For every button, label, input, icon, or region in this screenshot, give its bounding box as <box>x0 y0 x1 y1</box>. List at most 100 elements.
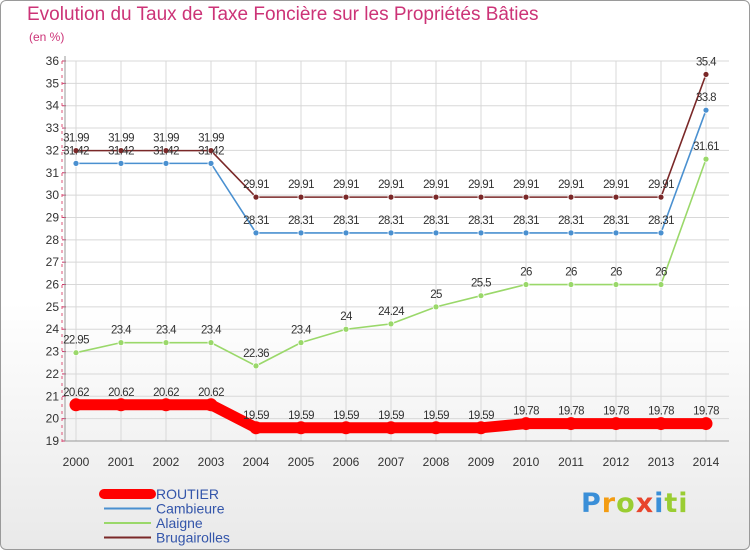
data-point <box>432 303 440 311</box>
data-point <box>207 339 215 347</box>
data-point <box>477 292 485 300</box>
data-point <box>519 417 533 431</box>
x-tick-label: 2014 <box>693 455 720 469</box>
data-label: 28.31 <box>333 215 359 227</box>
data-label: 19.78 <box>648 406 674 418</box>
data-label: 26 <box>610 267 622 279</box>
data-point <box>432 229 440 237</box>
x-tick-label: 2005 <box>288 455 315 469</box>
data-point <box>387 229 395 237</box>
data-point <box>72 147 80 155</box>
data-label: 31.99 <box>198 133 224 145</box>
data-point <box>657 281 665 288</box>
data-label: 29.91 <box>378 179 404 191</box>
y-tick-label: 19 <box>46 434 60 448</box>
logo-letter: o <box>616 488 636 519</box>
data-point <box>117 147 125 155</box>
x-tick-label: 2001 <box>108 455 135 469</box>
logo-letter: x <box>635 488 655 519</box>
data-label: 29.91 <box>648 179 674 191</box>
x-tick-label: 2004 <box>243 455 270 469</box>
data-label: 28.31 <box>423 215 449 227</box>
logo-letter: t <box>664 488 679 519</box>
data-point <box>204 398 218 412</box>
data-point <box>162 159 170 167</box>
x-tick-label: 2007 <box>378 455 405 469</box>
y-tick-label: 32 <box>46 143 60 157</box>
data-point <box>162 147 170 155</box>
proxiti-logo: Proxiti <box>581 488 689 519</box>
data-point <box>114 398 128 412</box>
data-point <box>69 398 83 412</box>
data-point <box>249 421 263 435</box>
data-point <box>657 193 665 201</box>
data-label: 29.91 <box>603 179 629 191</box>
x-tick-label: 2012 <box>603 455 630 469</box>
data-point <box>207 159 215 167</box>
data-point <box>474 421 488 435</box>
data-point <box>564 417 578 431</box>
data-point <box>702 71 710 78</box>
data-label: 19.59 <box>423 410 449 422</box>
data-label: 19.59 <box>378 410 404 422</box>
data-point <box>702 106 710 114</box>
data-label: 28.31 <box>558 215 584 227</box>
y-tick-label: 28 <box>46 233 60 247</box>
data-point <box>522 229 530 237</box>
data-label: 26 <box>520 267 532 279</box>
data-label: 29.91 <box>288 179 314 191</box>
data-label: 28.31 <box>648 215 674 227</box>
data-point <box>699 417 713 431</box>
logo-letter: P <box>581 488 602 519</box>
data-label: 19.78 <box>513 406 539 418</box>
data-label: 29.91 <box>468 179 494 191</box>
data-label: 28.31 <box>243 215 269 227</box>
data-point <box>297 339 305 347</box>
data-label: 31.61 <box>693 141 719 153</box>
data-label: 29.91 <box>423 179 449 191</box>
data-label: 24 <box>340 311 353 323</box>
data-label: 19.78 <box>558 406 584 418</box>
legend-label: Cambieure <box>156 501 225 517</box>
data-point <box>612 229 620 237</box>
data-label: 31.99 <box>108 133 134 145</box>
data-label: 23.4 <box>156 325 177 337</box>
y-tick-label: 36 <box>46 54 60 68</box>
data-label: 28.31 <box>468 215 494 227</box>
data-label: 29.91 <box>513 179 539 191</box>
data-point <box>429 421 443 435</box>
data-label: 33.8 <box>696 92 716 104</box>
data-label: 23.4 <box>291 325 312 337</box>
data-label: 23.4 <box>201 325 222 337</box>
data-label: 29.91 <box>243 179 269 191</box>
data-point <box>342 193 350 201</box>
data-label: 20.62 <box>198 387 224 399</box>
data-point <box>612 193 620 201</box>
y-tick-label: 22 <box>46 367 60 381</box>
data-label: 20.62 <box>63 387 89 399</box>
data-point <box>72 159 80 167</box>
legend-label: Alaigne <box>156 515 203 531</box>
data-point <box>609 417 623 431</box>
data-label: 31.99 <box>153 133 179 145</box>
data-label: 23.4 <box>111 325 132 337</box>
data-label: 31.42 <box>63 145 89 157</box>
data-point <box>294 421 308 435</box>
data-label: 31.42 <box>153 145 179 157</box>
data-label: 28.31 <box>603 215 629 227</box>
data-point <box>522 281 530 288</box>
x-tick-label: 2013 <box>648 455 675 469</box>
data-point <box>477 193 485 201</box>
data-point <box>252 362 260 370</box>
data-point <box>387 193 395 201</box>
x-tick-label: 2011 <box>558 455 584 469</box>
data-label: 19.59 <box>288 410 314 422</box>
y-tick-label: 29 <box>46 210 60 224</box>
data-label: 19.59 <box>468 410 494 422</box>
data-point <box>657 229 665 237</box>
data-label: 28.31 <box>288 215 314 227</box>
y-tick-label: 30 <box>46 188 60 202</box>
data-point <box>159 398 173 412</box>
data-label: 19.59 <box>333 410 359 422</box>
